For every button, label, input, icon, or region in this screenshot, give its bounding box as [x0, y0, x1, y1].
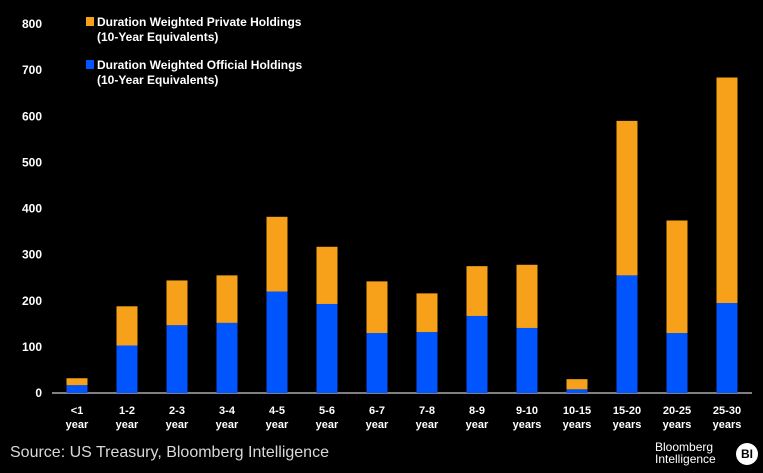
x-tick-label-3: 3-4 [219, 405, 236, 417]
x-tick-label-7: 7-8 [419, 405, 435, 417]
x-tick-label-4: 4-5 [269, 405, 285, 417]
x-tick-sublabel-13: years [713, 419, 742, 431]
x-tick-label-13: 25-30 [713, 405, 741, 417]
bar-official-7 [416, 332, 438, 393]
y-tick-label-0: 0 [35, 386, 42, 400]
bar-private-9 [516, 264, 538, 328]
x-tick-label-9: 9-10 [516, 405, 538, 417]
y-tick-label-4: 400 [22, 202, 42, 216]
bar-official-6 [366, 333, 388, 393]
x-tick-label-6: 6-7 [369, 405, 385, 417]
legend-swatch-1 [86, 60, 94, 69]
y-tick-label-2: 200 [22, 294, 42, 308]
x-tick-sublabel-1: year [116, 419, 139, 431]
bar-private-0 [66, 378, 88, 386]
bar-private-10 [566, 379, 588, 390]
legend-label-1-0: Duration Weighted Official Holdings [97, 58, 302, 72]
bar-official-4 [266, 291, 288, 393]
x-tick-sublabel-12: years [663, 419, 692, 431]
bar-private-1 [116, 306, 138, 346]
bar-official-0 [66, 385, 88, 393]
bar-private-2 [166, 280, 188, 326]
bar-private-13 [716, 77, 738, 304]
y-tick-label-5: 500 [22, 155, 42, 169]
x-tick-sublabel-11: years [613, 419, 642, 431]
x-tick-label-1: 1-2 [119, 405, 135, 417]
brand-logo: Bloomberg Intelligence [655, 441, 716, 465]
y-tick-label-1: 100 [22, 340, 42, 354]
legend-label-0-0: Duration Weighted Private Holdings [97, 15, 302, 29]
x-tick-sublabel-5: year [316, 419, 339, 431]
bar-official-11 [616, 275, 638, 393]
bar-official-12 [666, 333, 688, 393]
bi-badge: BI [736, 443, 758, 465]
x-tick-sublabel-2: year [166, 419, 189, 431]
x-tick-label-11: 15-20 [613, 405, 641, 417]
brand-line-2: Intelligence [655, 452, 716, 466]
y-tick-label-3: 300 [22, 248, 42, 262]
legend-label-1-1: (10-Year Equivalents) [97, 73, 218, 87]
x-tick-sublabel-7: year [416, 419, 439, 431]
x-tick-label-8: 8-9 [469, 405, 485, 417]
bar-private-6 [366, 281, 388, 334]
x-tick-sublabel-8: year [466, 419, 489, 431]
bar-official-1 [116, 345, 138, 393]
x-tick-sublabel-10: years [563, 419, 592, 431]
y-tick-label-7: 700 [22, 63, 42, 77]
bar-official-5 [316, 303, 338, 393]
bar-official-9 [516, 327, 538, 393]
bar-official-3 [216, 322, 238, 393]
y-tick-label-6: 600 [22, 109, 42, 123]
bar-private-12 [666, 220, 688, 334]
bar-official-10 [566, 389, 588, 393]
bar-private-7 [416, 293, 438, 333]
bar-official-13 [716, 303, 738, 393]
x-tick-label-5: 5-6 [319, 405, 335, 417]
x-tick-label-2: 2-3 [169, 405, 185, 417]
bar-official-2 [166, 325, 188, 393]
bar-private-8 [466, 266, 488, 316]
source-note: Source: US Treasury, Bloomberg Intellige… [10, 444, 329, 461]
legend-swatch-0 [86, 17, 94, 26]
bar-official-8 [466, 315, 488, 393]
x-tick-label-12: 20-25 [663, 405, 691, 417]
legend-label-0-1: (10-Year Equivalents) [97, 30, 218, 44]
x-tick-sublabel-4: year [266, 419, 289, 431]
y-tick-label-8: 800 [22, 17, 42, 31]
bar-private-3 [216, 275, 238, 323]
x-tick-sublabel-6: year [366, 419, 389, 431]
brand-line-1: Bloomberg [655, 440, 714, 454]
x-tick-label-0: <1 [71, 405, 84, 417]
x-tick-sublabel-3: year [216, 419, 239, 431]
x-tick-sublabel-9: years [513, 419, 542, 431]
bar-private-5 [316, 246, 338, 304]
x-tick-label-10: 10-15 [563, 405, 591, 417]
x-tick-sublabel-0: year [66, 419, 89, 431]
bar-private-4 [266, 216, 288, 292]
bar-private-11 [616, 120, 638, 276]
